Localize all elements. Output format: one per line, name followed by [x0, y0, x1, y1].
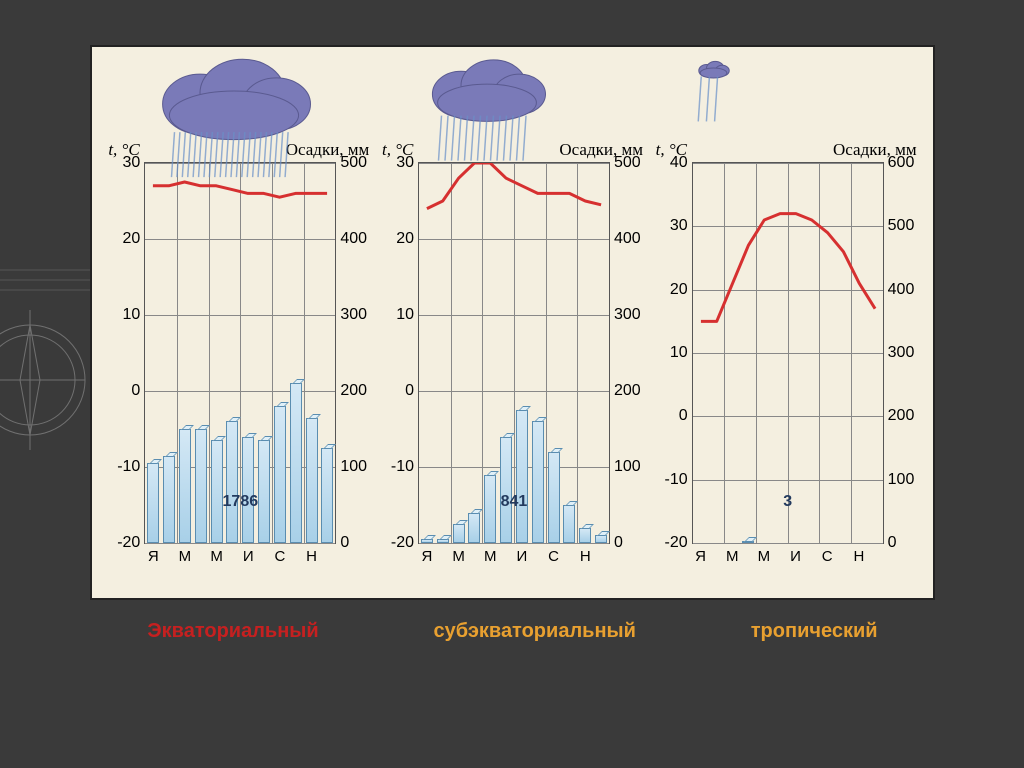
ytick-right: 400 — [888, 281, 915, 299]
precip-bar — [147, 463, 159, 543]
ytick-left: 30 — [396, 154, 414, 172]
ytick-left: -10 — [665, 471, 688, 489]
precip-bar — [306, 418, 318, 543]
climate-caption: тропический — [751, 620, 878, 643]
ytick-left: -10 — [391, 458, 414, 476]
ytick-right: 100 — [614, 458, 641, 476]
climograph-2: t, °CОсадки, мм406003050020400103000200-… — [654, 62, 919, 582]
captions-row: Экваториальный субэкваториальный тропическ… — [90, 620, 935, 643]
precip-bar — [453, 524, 465, 543]
precip-bar — [258, 440, 270, 543]
ytick-left: 0 — [679, 407, 688, 425]
annual-total: 3 — [783, 493, 792, 511]
xtick-month: Я — [148, 548, 159, 565]
ytick-left: 30 — [123, 154, 141, 172]
precip-bar — [274, 406, 286, 543]
ytick-right: 400 — [340, 230, 367, 248]
ytick-right: 300 — [614, 306, 641, 324]
precip-bar — [595, 535, 607, 543]
ytick-right: 200 — [888, 407, 915, 425]
ytick-right: 200 — [340, 382, 367, 400]
ytick-right: 500 — [614, 154, 641, 172]
precip-bar — [742, 541, 754, 543]
ytick-left: 0 — [405, 382, 414, 400]
xtick-month: С — [548, 548, 559, 565]
compass-decoration: N S — [0, 260, 90, 500]
xtick-month: И — [790, 548, 801, 565]
ytick-right: 0 — [340, 534, 349, 552]
ytick-left: -10 — [117, 458, 140, 476]
precip-bar — [579, 528, 591, 543]
ytick-right: 300 — [888, 344, 915, 362]
annual-total: 841 — [501, 493, 528, 511]
precip-bar — [548, 452, 560, 543]
xtick-month: М — [452, 548, 465, 565]
ytick-right: 600 — [888, 154, 915, 172]
precip-bar — [321, 448, 333, 543]
ytick-left: 0 — [131, 382, 140, 400]
xtick-month: Н — [853, 548, 864, 565]
ytick-left: -20 — [117, 534, 140, 552]
precip-bar — [500, 437, 512, 543]
xtick-month: С — [274, 548, 285, 565]
climograph-0: t, °CОсадки, мм3050020400103000200-10100… — [106, 62, 371, 582]
ytick-right: 0 — [888, 534, 897, 552]
plot-area: 406003050020400103000200-10100-200ЯММИСН… — [692, 162, 884, 544]
annual-total: 1786 — [223, 493, 259, 511]
climograph-1: t, °CОсадки, мм3050020400103000200-10100… — [380, 62, 645, 582]
rain-cloud-icon — [696, 62, 876, 152]
ytick-right: 300 — [340, 306, 367, 324]
xtick-month: И — [517, 548, 528, 565]
precip-bar — [421, 539, 433, 543]
xtick-month: С — [822, 548, 833, 565]
ytick-right: 100 — [340, 458, 367, 476]
plot-area: 3050020400103000200-10100-200ЯММИСН841 — [418, 162, 610, 544]
plot-area: 3050020400103000200-10100-200ЯММИСН1786 — [144, 162, 336, 544]
ytick-right: 400 — [614, 230, 641, 248]
ytick-left: 20 — [396, 230, 414, 248]
climate-caption: субэкваториальный — [434, 620, 636, 643]
precip-bar — [226, 421, 238, 543]
charts-panel: t, °CОсадки, мм3050020400103000200-10100… — [90, 45, 935, 600]
ytick-left: -20 — [391, 534, 414, 552]
ytick-left: 30 — [670, 217, 688, 235]
ytick-right: 100 — [888, 471, 915, 489]
climate-caption: Экваториальный — [147, 620, 318, 643]
xtick-month: Н — [580, 548, 591, 565]
precip-bar — [211, 440, 223, 543]
ytick-left: 10 — [670, 344, 688, 362]
precip-bar — [163, 456, 175, 543]
ytick-left: 20 — [670, 281, 688, 299]
xtick-month: Я — [421, 548, 432, 565]
ytick-left: 10 — [123, 306, 141, 324]
ytick-right: 0 — [614, 534, 623, 552]
ytick-right: 500 — [340, 154, 367, 172]
ytick-right: 200 — [614, 382, 641, 400]
xtick-month: М — [758, 548, 771, 565]
ytick-left: 40 — [670, 154, 688, 172]
precip-bar — [484, 475, 496, 543]
precip-bar — [242, 437, 254, 543]
xtick-month: Н — [306, 548, 317, 565]
precip-bar — [195, 429, 207, 543]
xtick-month: Я — [695, 548, 706, 565]
xtick-month: М — [179, 548, 192, 565]
precip-bar — [179, 429, 191, 543]
precip-bar — [516, 410, 528, 543]
ytick-left: -20 — [665, 534, 688, 552]
xtick-month: М — [210, 548, 223, 565]
rain-cloud-icon — [149, 62, 329, 152]
ytick-left: 20 — [123, 230, 141, 248]
precip-bar — [468, 513, 480, 543]
xtick-month: М — [726, 548, 739, 565]
xtick-month: М — [484, 548, 497, 565]
precip-bar — [437, 539, 449, 543]
precip-bar — [290, 383, 302, 543]
ytick-right: 500 — [888, 217, 915, 235]
xtick-month: И — [243, 548, 254, 565]
precip-bar — [563, 505, 575, 543]
rain-cloud-icon — [422, 62, 602, 152]
precip-bar — [532, 421, 544, 543]
ytick-left: 10 — [396, 306, 414, 324]
